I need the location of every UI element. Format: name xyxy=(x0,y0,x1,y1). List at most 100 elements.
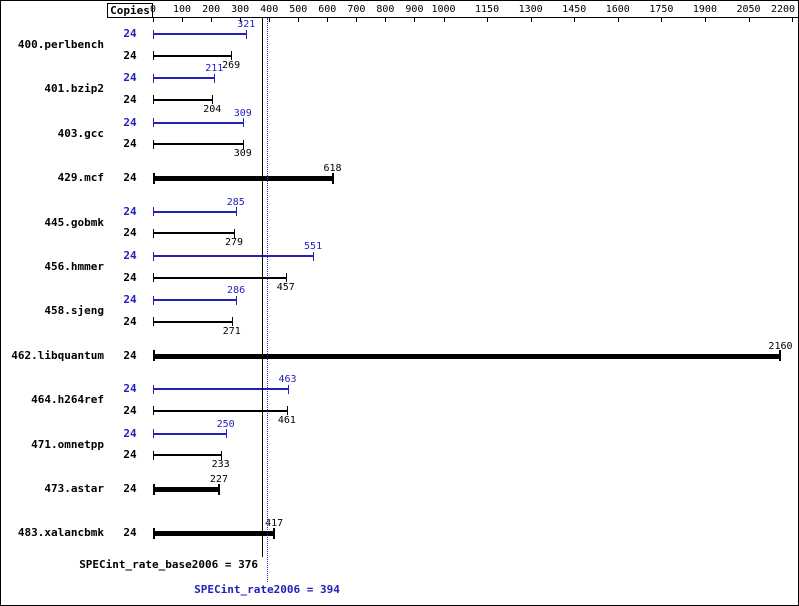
bar-end-cap xyxy=(779,350,782,362)
x-tick-label: 200 xyxy=(202,4,221,15)
bar-end-cap xyxy=(236,295,238,305)
x-tick-mark xyxy=(661,18,663,22)
benchmark-label: 464.h264ref xyxy=(31,393,104,407)
base-bar xyxy=(153,531,275,537)
x-tick-label: 400 xyxy=(260,4,279,15)
x-tick-mark xyxy=(211,18,213,22)
bar-end-cap xyxy=(242,139,244,149)
x-tick-mark xyxy=(414,18,416,22)
peak-bar xyxy=(153,210,236,213)
copies-header: Copies xyxy=(107,3,153,18)
benchmark-label: 400.perlbench xyxy=(17,38,104,51)
base-mean-line xyxy=(262,18,264,557)
base-value-label: 269 xyxy=(222,59,241,71)
bar-end-cap xyxy=(313,251,315,261)
x-tick-mark xyxy=(617,18,619,22)
base-bar xyxy=(153,409,287,412)
x-tick-label: 1900 xyxy=(692,4,717,15)
bar-end-cap xyxy=(217,483,220,495)
bar-end-cap xyxy=(242,118,244,128)
base-value-label: 279 xyxy=(225,237,244,249)
benchmark-label: 462.libquantum xyxy=(11,348,104,362)
x-tick-label: 1600 xyxy=(605,4,630,15)
peak-value-label: 285 xyxy=(226,196,245,208)
benchmark-label: 445.gobmk xyxy=(44,215,104,229)
peak-value-label: 286 xyxy=(227,285,246,297)
bar-end-cap xyxy=(287,384,289,394)
bar-end-cap xyxy=(231,317,233,327)
bar-end-cap xyxy=(220,450,222,460)
bar-end-cap xyxy=(286,406,288,416)
x-axis-line xyxy=(153,17,798,18)
bar-start-cap xyxy=(153,273,154,282)
x-tick-mark xyxy=(327,18,329,22)
base-bar xyxy=(153,353,781,359)
copies-value: 24 xyxy=(123,403,137,417)
copies-value: 24 xyxy=(123,426,137,440)
bar-start-cap xyxy=(153,483,155,495)
bar-end-cap xyxy=(212,95,214,105)
base-value-label: 309 xyxy=(233,148,252,160)
base-value-label: 227 xyxy=(209,474,228,485)
base-bar xyxy=(153,98,213,101)
x-tick-mark xyxy=(298,18,300,22)
x-tick-mark xyxy=(385,18,387,22)
peak-bar xyxy=(153,121,243,124)
x-tick-label: 1750 xyxy=(649,4,674,15)
x-tick-label: 300 xyxy=(231,4,250,15)
x-tick-label: 2050 xyxy=(736,4,761,15)
bar-start-cap xyxy=(153,350,155,362)
bar-end-cap xyxy=(234,228,236,238)
x-tick-label: 0 xyxy=(149,4,157,15)
benchmark-label: 473.astar xyxy=(44,482,104,495)
peak-bar xyxy=(153,33,247,35)
x-tick-label: 1450 xyxy=(562,4,587,15)
x-tick-mark xyxy=(574,18,576,22)
base-summary-label: SPECint_rate_base2006 = 376 xyxy=(79,558,258,571)
bar-end-cap xyxy=(273,527,276,539)
base-bar xyxy=(153,454,221,457)
bar-start-cap xyxy=(153,73,154,83)
copies-value: 24 xyxy=(123,71,137,85)
bar-start-cap xyxy=(153,450,154,460)
benchmark-label: 458.sjeng xyxy=(44,304,104,318)
x-tick-mark xyxy=(443,18,445,22)
copies-value: 24 xyxy=(123,382,137,396)
x-tick-label: 1300 xyxy=(518,4,543,15)
benchmark-label: 403.gcc xyxy=(57,126,104,140)
base-bar xyxy=(153,320,232,323)
bar-start-cap xyxy=(153,527,155,539)
x-tick-label: 900 xyxy=(405,4,424,15)
base-value-label: 461 xyxy=(277,414,296,426)
x-tick-mark xyxy=(182,18,184,22)
peak-bar xyxy=(153,77,215,80)
peak-value-label: 463 xyxy=(278,374,297,386)
peak-bar xyxy=(153,388,288,391)
peak-summary-label: SPECint_rate2006 = 394 xyxy=(194,583,340,596)
copies-value: 24 xyxy=(123,314,137,328)
base-value-label: 233 xyxy=(211,459,230,471)
x-tick-label: 700 xyxy=(347,4,366,15)
copies-value: 24 xyxy=(123,526,137,540)
bar-start-cap xyxy=(153,118,154,128)
peak-bar xyxy=(153,432,226,435)
copies-value: 24 xyxy=(123,226,137,240)
x-tick-mark xyxy=(487,18,489,22)
bar-start-cap xyxy=(153,429,154,439)
base-value-label: 271 xyxy=(222,325,241,337)
bar-start-cap xyxy=(153,406,154,416)
base-value-label: 417 xyxy=(265,518,284,530)
bar-start-cap xyxy=(153,139,154,149)
peak-value-label: 211 xyxy=(205,63,224,75)
peak-mean-line xyxy=(267,18,269,582)
copies-value: 24 xyxy=(123,92,137,106)
x-tick-label: 600 xyxy=(318,4,337,15)
x-tick-label: 1000 xyxy=(431,4,456,15)
copies-value: 24 xyxy=(123,293,137,307)
x-tick-mark xyxy=(792,18,794,22)
base-value-label: 2160 xyxy=(768,340,793,352)
copies-value: 24 xyxy=(123,270,137,284)
copies-value: 24 xyxy=(123,204,137,218)
